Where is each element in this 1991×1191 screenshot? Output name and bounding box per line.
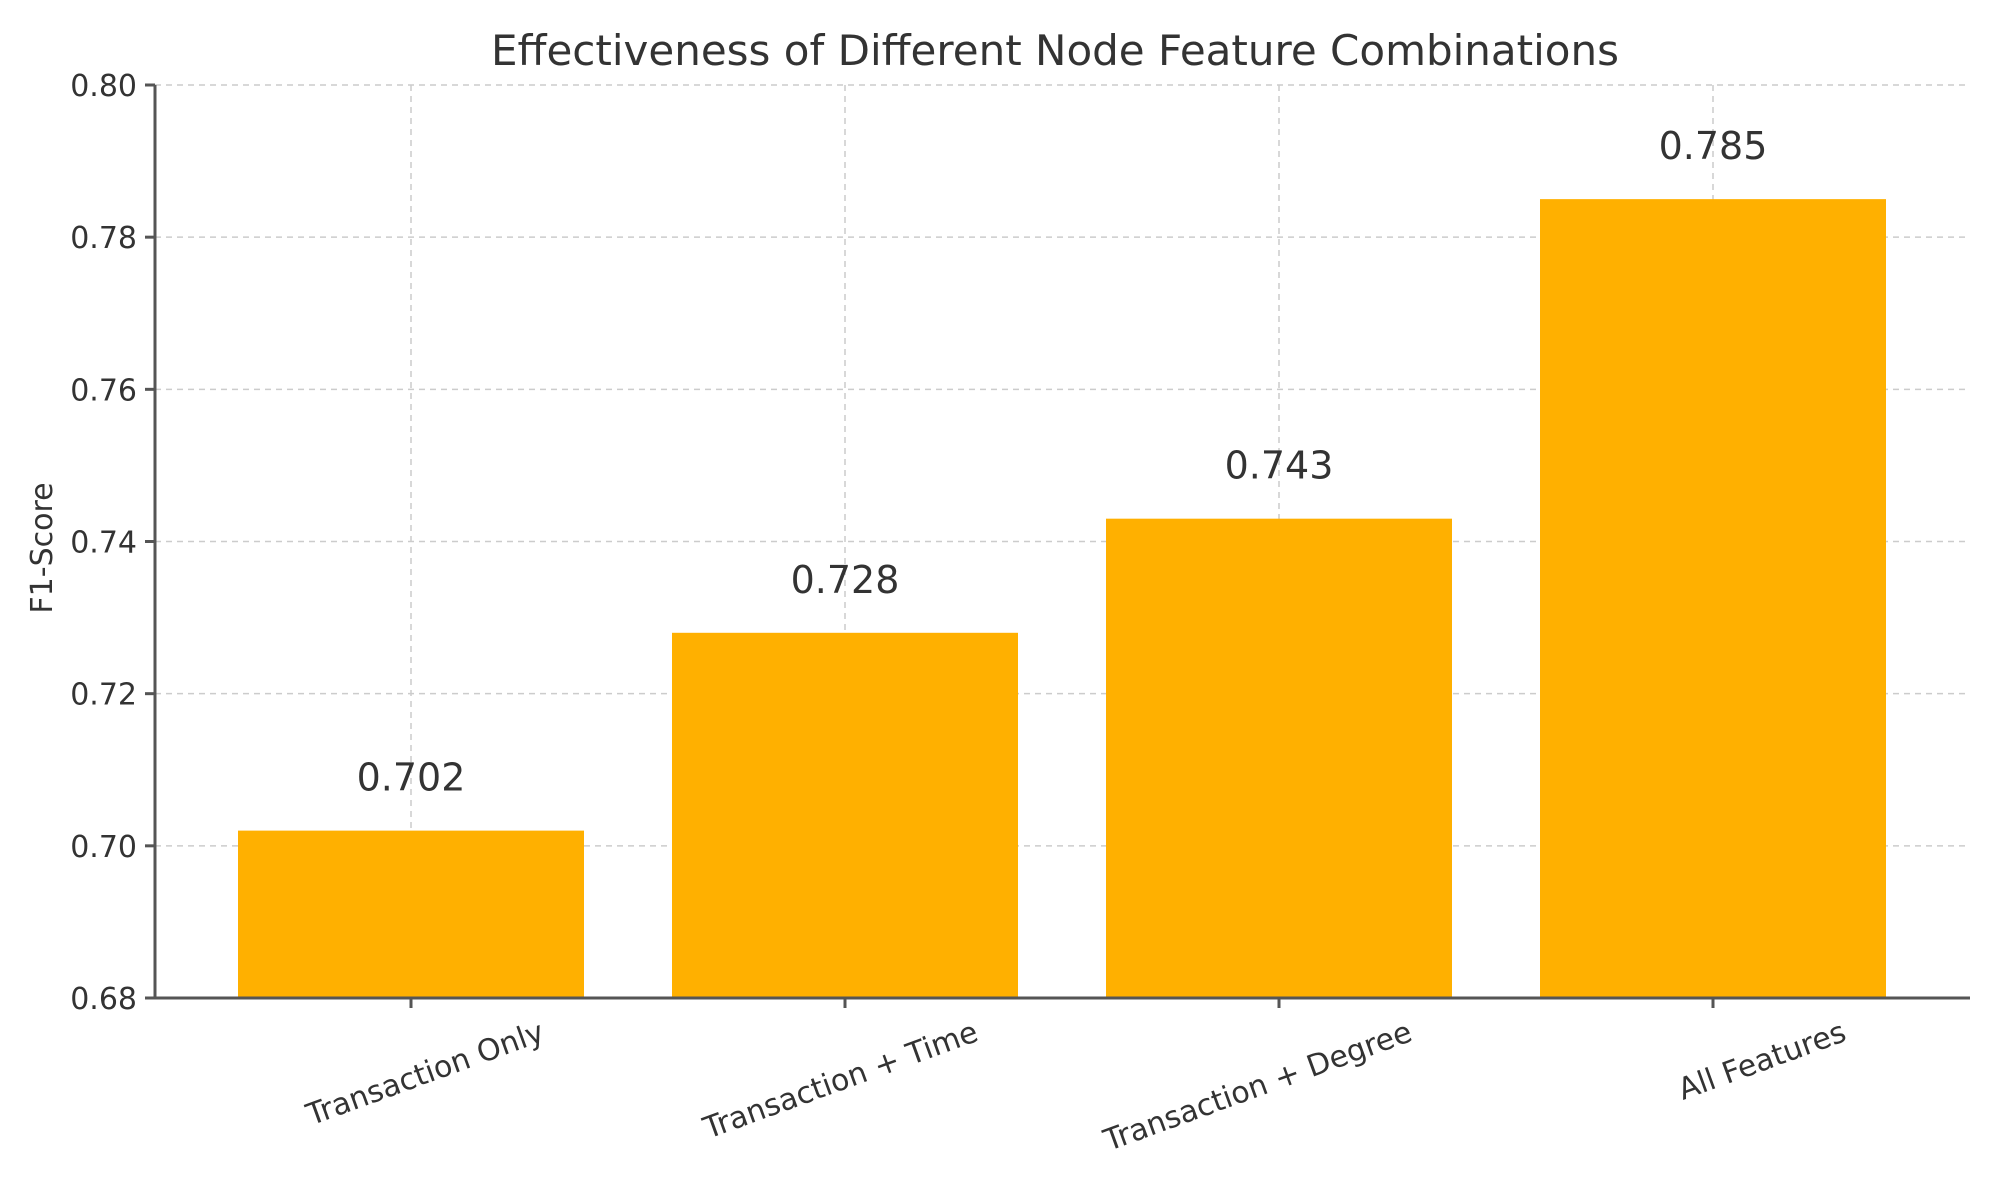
y-tick-label: 0.74 <box>70 526 137 561</box>
x-tick-label: Transaction + Time <box>698 1015 983 1147</box>
axes-layer <box>145 83 1970 1008</box>
bar-value-label: 0.743 <box>1225 444 1334 488</box>
y-tick-label: 0.72 <box>70 678 137 713</box>
y-tick-label: 0.68 <box>70 982 137 1017</box>
bar <box>1106 518 1452 998</box>
y-tick-label: 0.76 <box>70 373 137 408</box>
x-tick-label: All Features <box>1674 1015 1851 1108</box>
bar-value-label: 0.785 <box>1659 124 1768 168</box>
bar <box>238 830 584 998</box>
bar-value-label: 0.702 <box>357 756 466 800</box>
bar-value-label: 0.728 <box>791 558 900 602</box>
y-tick-label: 0.70 <box>70 830 137 865</box>
chart-title: Effectiveness of Different Node Feature … <box>491 26 1619 75</box>
y-tick-label: 0.80 <box>70 69 137 104</box>
bar <box>1540 199 1886 998</box>
y-tick-label: 0.78 <box>70 221 137 256</box>
x-tick-label: Transaction Only <box>301 1015 549 1134</box>
x-tick-label: Transaction + Degree <box>1098 1015 1416 1159</box>
y-axis-label: F1-Score <box>25 482 60 613</box>
bar <box>672 632 1018 998</box>
bars-layer <box>238 199 1886 998</box>
